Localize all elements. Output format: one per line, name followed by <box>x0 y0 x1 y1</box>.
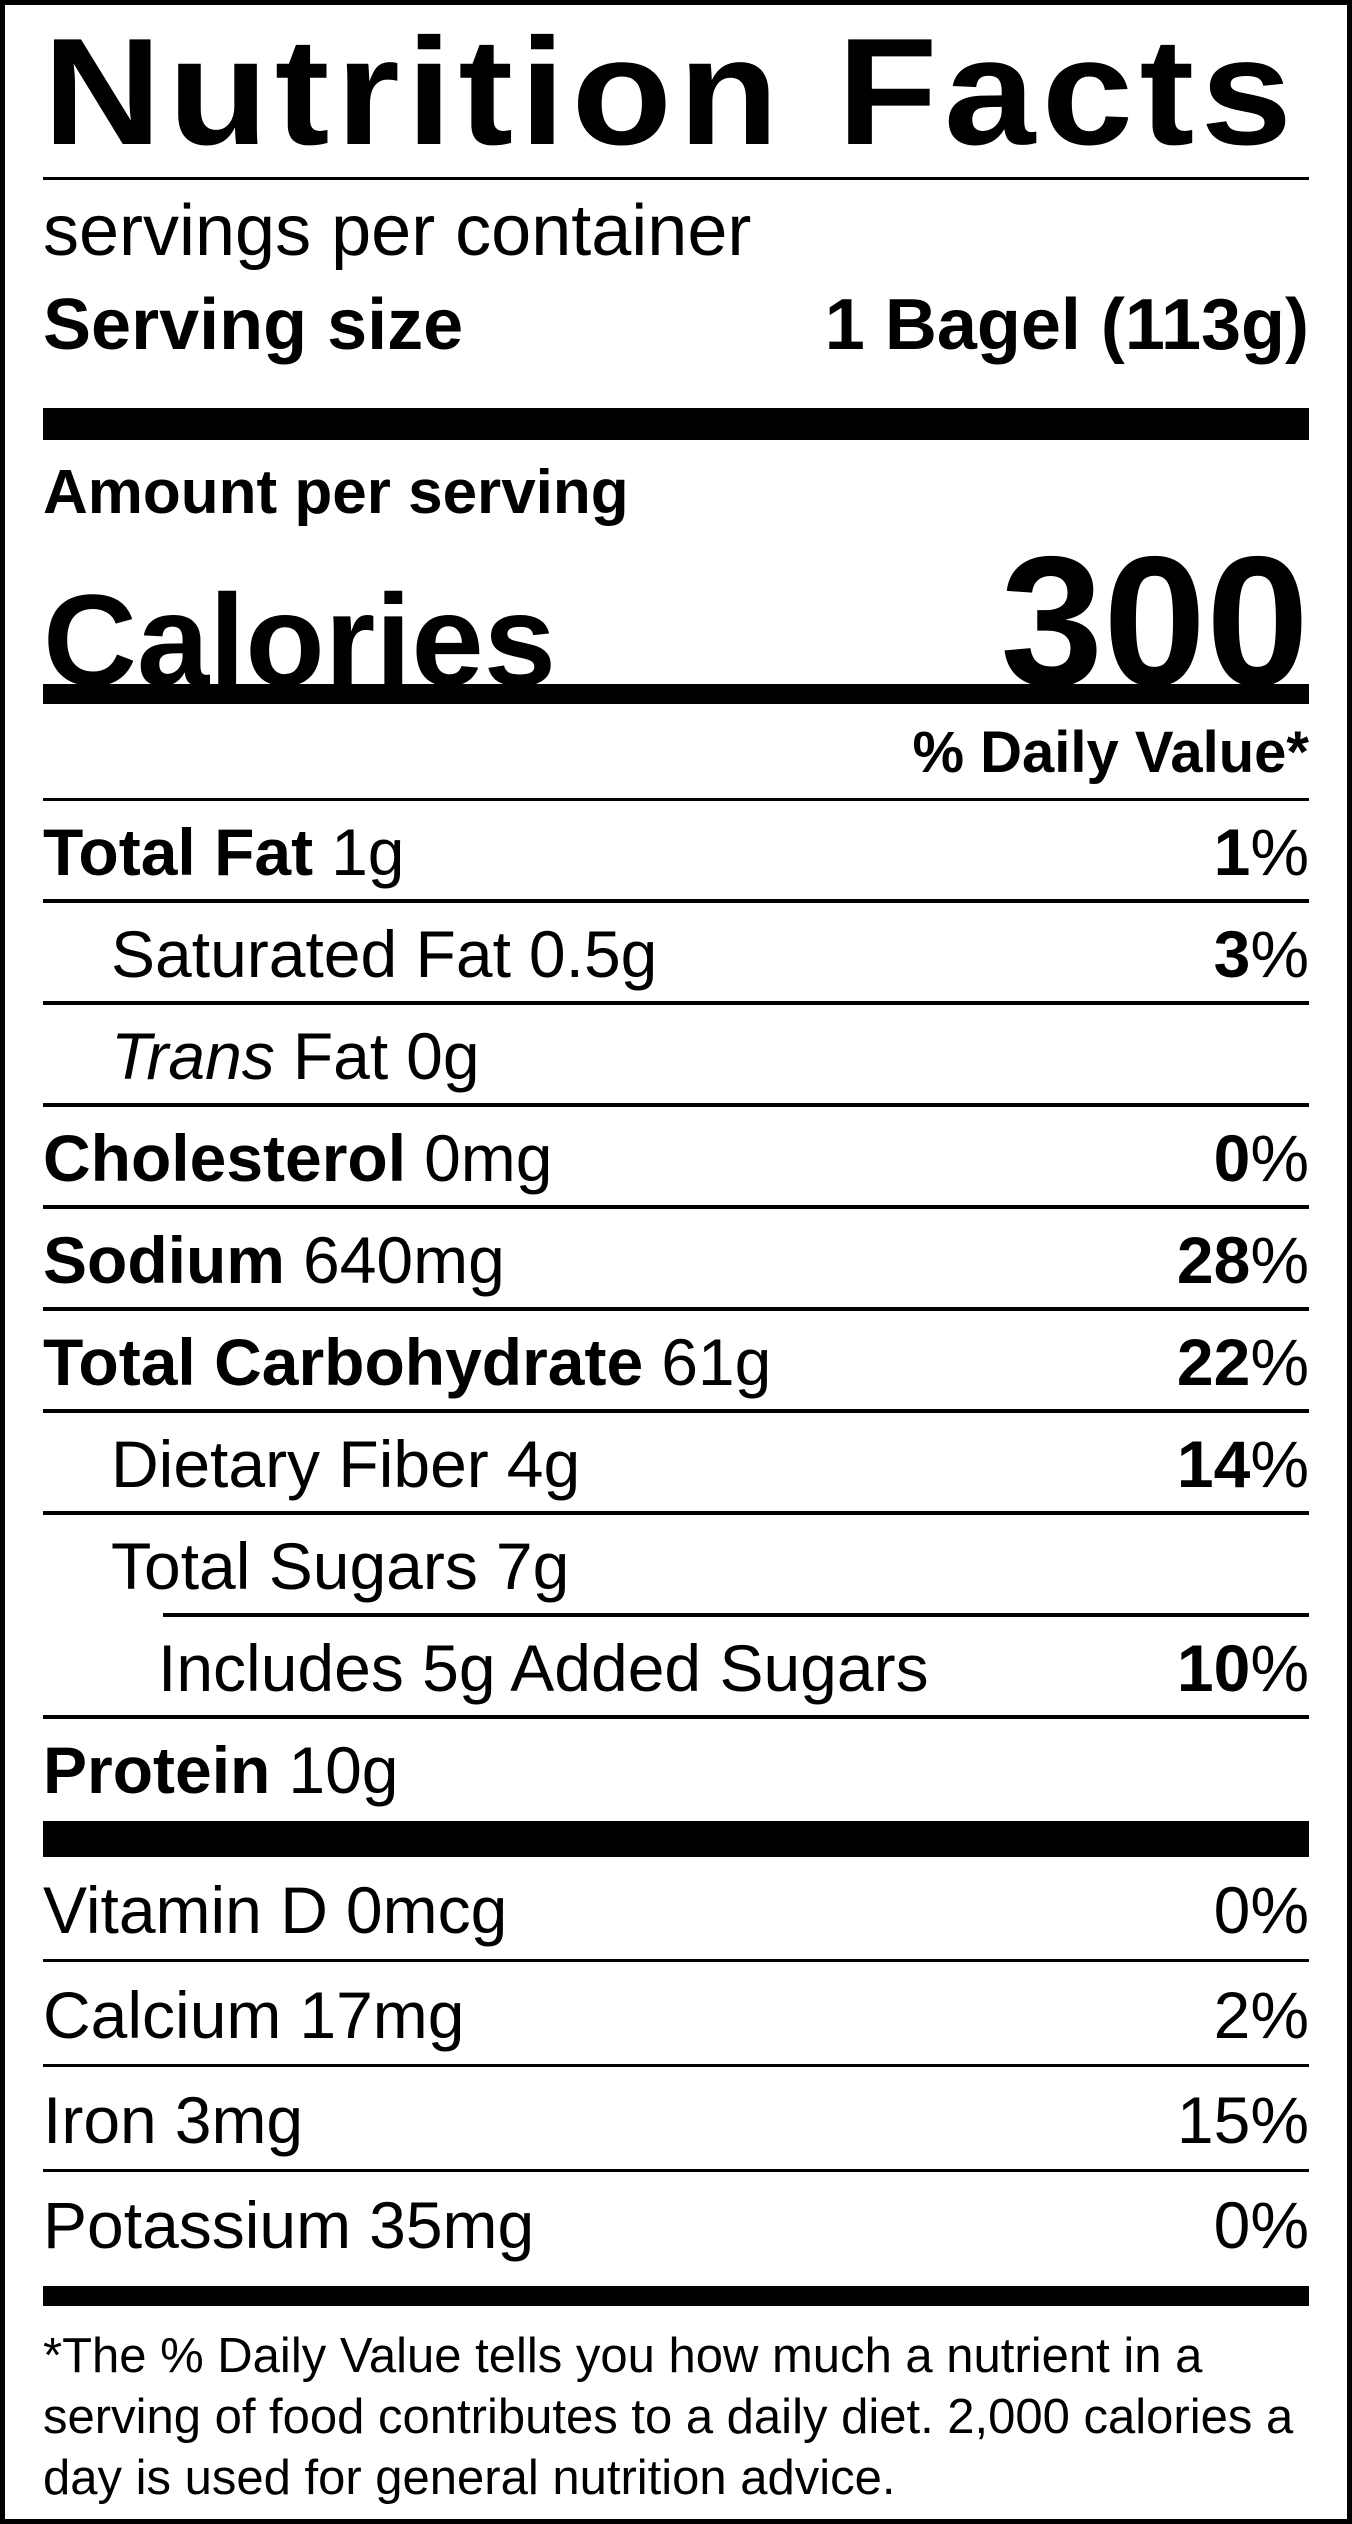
vitamin-amount: 0mcg <box>345 1873 508 1947</box>
nutrient-row-sodium: Sodium 640mg 28% <box>43 1209 1309 1311</box>
vitamin-text: Iron 3mg <box>43 2085 303 2155</box>
footnote-line-2: serving of food contributes to a daily d… <box>43 2390 1294 2444</box>
nutrient-name: Total Carbohydrate <box>43 1325 644 1399</box>
nutrient-row-protein: Protein 10g <box>43 1719 1309 1817</box>
vitamin-row-potassium: Potassium 35mg 0% <box>43 2172 1309 2274</box>
nutrient-dv: 10% <box>1176 1631 1309 1705</box>
nutrient-amount: 1g <box>331 815 405 889</box>
nutrient-amount: 0mg <box>424 1121 553 1195</box>
nutrient-row-dietary-fiber: Dietary Fiber 4g 14% <box>43 1413 1309 1515</box>
nutrient-row-trans-fat: Trans Fat 0g <box>43 1005 1309 1107</box>
vitamin-name: Calcium <box>43 1978 282 2052</box>
vitamin-amount: 17mg <box>299 1978 465 2052</box>
nutrient-name: Sodium <box>43 1223 285 1297</box>
nutrient-name: Includes 5g Added Sugars <box>158 1631 929 1705</box>
nutrient-amount: 61g <box>661 1325 772 1399</box>
serving-size-label: Serving size <box>43 285 464 365</box>
vitamin-row-vitamin-d: Vitamin D 0mcg 0% <box>43 1857 1309 1962</box>
vitamin-name: Potassium <box>43 2188 352 2262</box>
nutrient-name: Total Fat <box>43 815 314 889</box>
vitamin-name: Vitamin D <box>43 1873 328 1947</box>
nutrient-name-italic: Trans <box>111 1019 275 1093</box>
nutrient-dv: 1% <box>1213 815 1309 889</box>
indented-divider <box>163 1613 1309 1617</box>
nutrient-text: Sodium 640mg <box>43 1225 505 1295</box>
nutrient-amount: 0.5g <box>528 917 658 991</box>
nutrient-amount: 10g <box>288 1733 399 1807</box>
amount-per-serving: Amount per serving <box>43 458 629 527</box>
vitamin-text: Vitamin D 0mcg <box>43 1875 507 1945</box>
divider-under-title <box>43 177 1309 180</box>
nutrient-row-total-sugars: Total Sugars 7g <box>43 1515 1309 1613</box>
nutrient-dv: 0% <box>1213 1121 1309 1195</box>
nutrient-text: Trans Fat 0g <box>111 1021 480 1091</box>
vitamin-dv: 0% <box>1213 2188 1309 2262</box>
nutrient-dv: 3% <box>1213 917 1309 991</box>
calories-label: Calories <box>43 567 557 713</box>
vitamin-amount: 3mg <box>174 2083 304 2157</box>
nutrient-text: Cholesterol 0mg <box>43 1123 552 1193</box>
nutrient-text: Dietary Fiber 4g <box>111 1429 580 1499</box>
thick-bar-before-vitamins <box>43 1821 1309 1857</box>
vitamin-dv: 2% <box>1213 1978 1309 2052</box>
vitamin-dv: 0% <box>1213 1873 1309 1947</box>
calories-value: 300 <box>1000 519 1309 725</box>
nutrient-text: Total Sugars 7g <box>111 1531 569 1601</box>
nutrient-dv: 22% <box>1176 1325 1309 1399</box>
nutrient-name: Fat <box>292 1019 389 1093</box>
nutrient-amount: 640mg <box>303 1223 505 1297</box>
serving-size-row: Serving size 1 Bagel (113g) <box>43 282 1309 368</box>
medium-bar-under-calories <box>43 684 1309 704</box>
daily-value-header: % Daily Value* <box>912 720 1309 785</box>
nutrient-row-total-carbohydrate: Total Carbohydrate 61g 22% <box>43 1311 1309 1413</box>
vitamin-text: Calcium 17mg <box>43 1980 465 2050</box>
nutrient-text: Total Fat 1g <box>43 817 405 887</box>
nutrient-row-saturated-fat: Saturated Fat 0.5g 3% <box>43 903 1309 1005</box>
vitamin-dv: 15% <box>1176 2083 1309 2157</box>
nutrient-amount: 4g <box>506 1427 581 1501</box>
vitamin-text: Potassium 35mg <box>43 2190 534 2260</box>
nutrient-row-added-sugars: Includes 5g Added Sugars 10% <box>43 1617 1309 1719</box>
nutrient-text: Saturated Fat 0.5g <box>111 919 657 989</box>
vitamin-row-iron: Iron 3mg 15% <box>43 2067 1309 2172</box>
nutrient-row-cholesterol: Cholesterol 0mg 0% <box>43 1107 1309 1209</box>
daily-value-footnote: *The % Daily Value tells you how much a … <box>43 2326 1309 2509</box>
serving-size-value: 1 Bagel (113g) <box>824 285 1309 365</box>
footnote-line-3: day is used for general nutrition advice… <box>43 2451 896 2505</box>
divider-under-dv-header <box>43 798 1309 801</box>
label-title: Nutrition Facts <box>43 7 1299 177</box>
vitamin-name: Iron <box>43 2083 157 2157</box>
nutrient-dv: 14% <box>1176 1427 1309 1501</box>
nutrient-text: Includes 5g Added Sugars <box>158 1633 947 1703</box>
servings-per-container: servings per container <box>43 191 752 271</box>
nutrient-name: Cholesterol <box>43 1121 407 1195</box>
footnote-line-1: *The % Daily Value tells you how much a … <box>43 2329 1203 2383</box>
nutrient-name: Dietary Fiber <box>111 1427 489 1501</box>
nutrient-text: Protein 10g <box>43 1735 398 1805</box>
nutrient-dv: 28% <box>1176 1223 1309 1297</box>
vitamin-row-calcium: Calcium 17mg 2% <box>43 1962 1309 2067</box>
nutrient-name: Protein <box>43 1733 271 1807</box>
nutrient-name: Saturated Fat <box>111 917 511 991</box>
vitamin-amount: 35mg <box>369 2188 535 2262</box>
nutrient-name: Total Sugars <box>111 1529 478 1603</box>
nutrient-amount: 7g <box>495 1529 570 1603</box>
nutrient-row-total-fat: Total Fat 1g 1% <box>43 801 1309 903</box>
thick-bar-top <box>43 408 1309 440</box>
nutrient-text: Total Carbohydrate 61g <box>43 1327 771 1397</box>
calories-row: Calories 300 <box>43 530 1309 715</box>
nutrient-amount: 0g <box>406 1019 480 1093</box>
thick-bar-before-footnote <box>43 2286 1309 2306</box>
